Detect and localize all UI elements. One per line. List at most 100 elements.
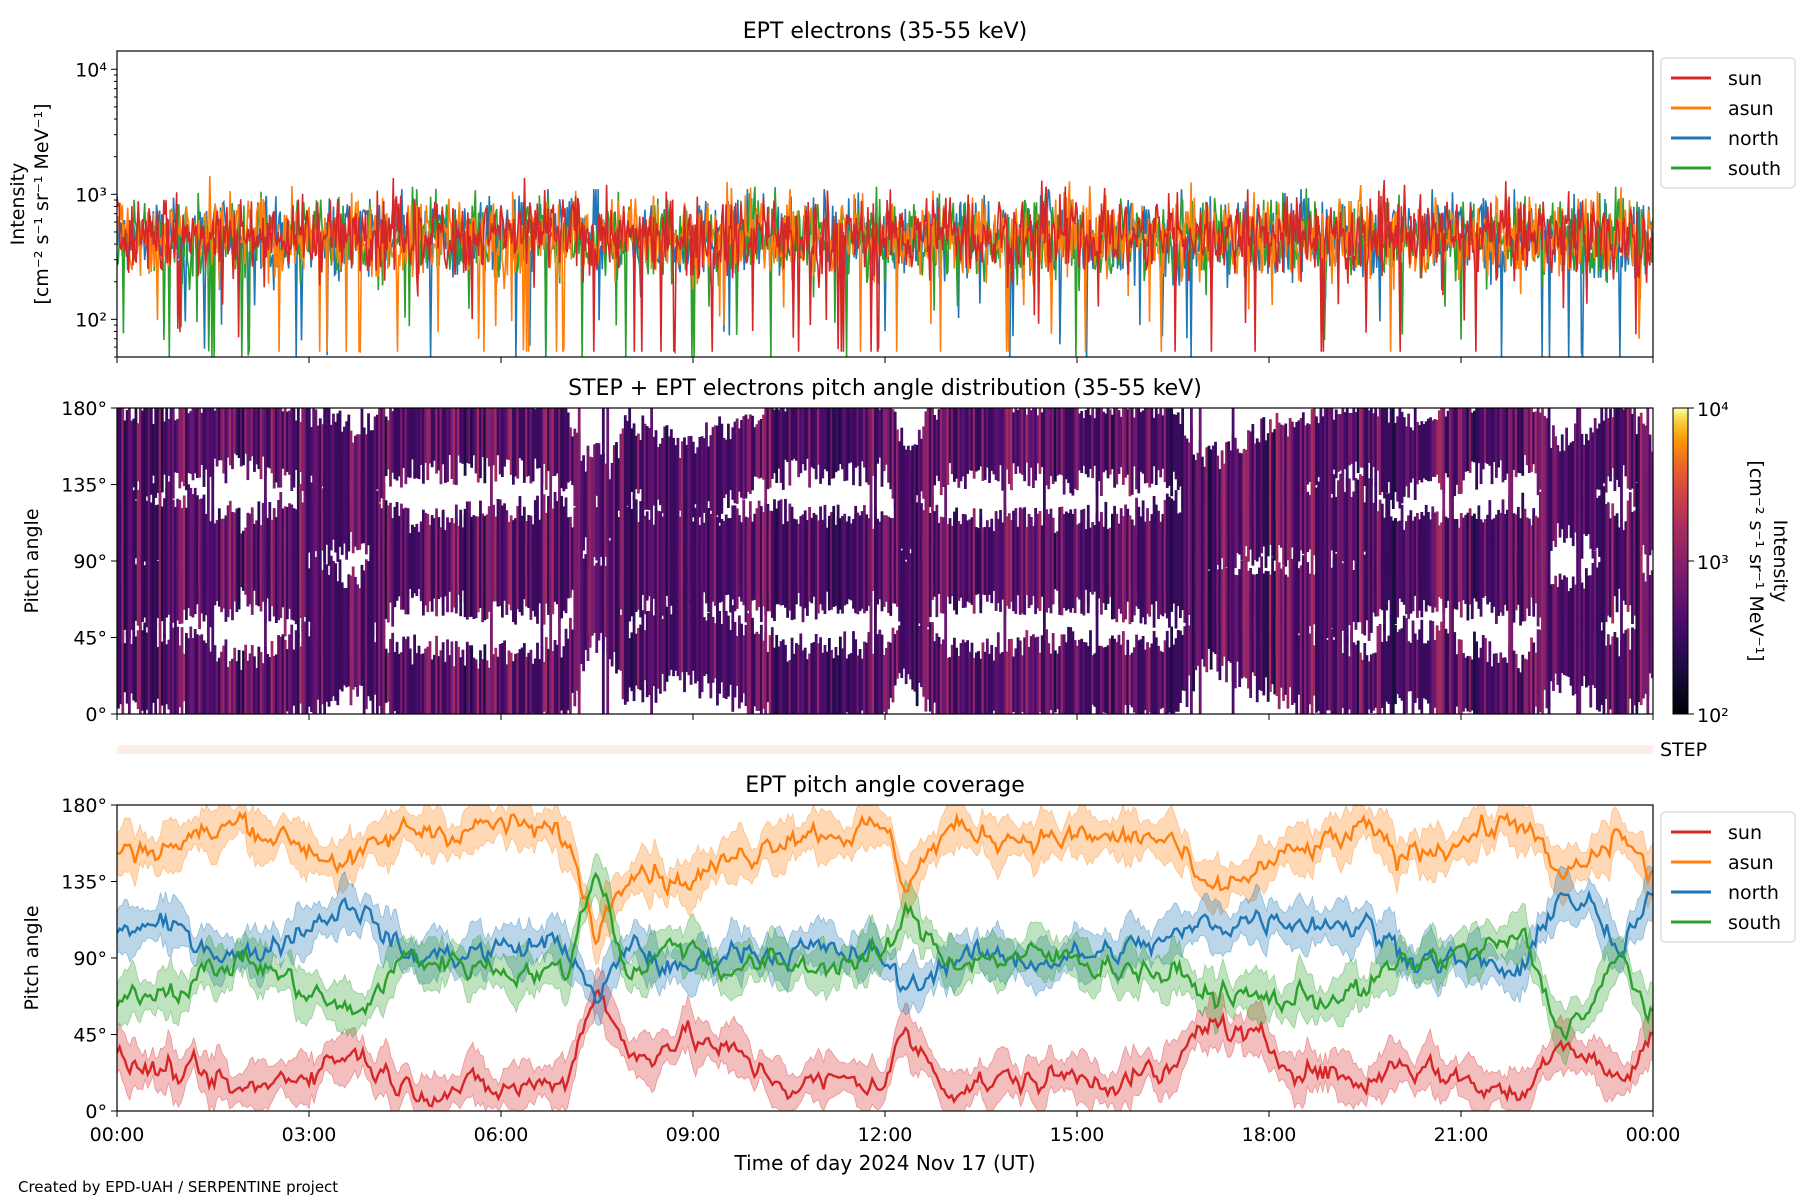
heatmap-cell bbox=[163, 498, 166, 569]
heatmap-cell bbox=[200, 498, 204, 589]
heatmap-cell bbox=[718, 416, 722, 523]
heatmap-cell bbox=[1639, 546, 1643, 650]
heatmap-cell bbox=[1222, 472, 1226, 577]
heatmap-cell bbox=[1045, 629, 1048, 714]
heatmap-cell bbox=[1383, 517, 1386, 567]
heatmap-cell bbox=[233, 408, 237, 454]
heatmap-cell bbox=[729, 629, 732, 685]
heatmap-cell bbox=[1310, 619, 1314, 714]
intensity-line-sun bbox=[117, 177, 1653, 355]
heatmap-cell bbox=[1407, 413, 1411, 498]
heatmap-cell bbox=[963, 642, 967, 714]
heatmap-cell bbox=[924, 612, 928, 712]
heatmap-cell bbox=[1405, 426, 1408, 487]
heatmap-cell bbox=[318, 469, 322, 572]
heatmap-cell bbox=[246, 512, 250, 607]
heatmap-cell bbox=[117, 624, 120, 709]
heatmap-cell bbox=[615, 522, 618, 621]
heatmap-cell bbox=[169, 536, 173, 640]
heatmap-cell bbox=[702, 617, 706, 676]
heatmap-cell bbox=[878, 409, 882, 458]
heatmap-cell bbox=[628, 638, 632, 688]
heatmap-cell bbox=[1492, 408, 1496, 463]
heatmap-cell bbox=[1207, 570, 1211, 621]
heatmap-cell bbox=[1075, 645, 1079, 714]
heatmap-cell bbox=[149, 502, 153, 561]
heatmap-cell bbox=[1378, 557, 1382, 609]
heatmap-cell bbox=[854, 408, 858, 468]
heatmap-cell bbox=[803, 510, 807, 598]
legend-bottom-asun-label: asun bbox=[1728, 852, 1774, 874]
heatmap-cell bbox=[1459, 639, 1463, 714]
heatmap-cell bbox=[1220, 569, 1224, 626]
heatmap-cell bbox=[1488, 641, 1492, 714]
heatmap-cell bbox=[217, 508, 221, 593]
heatmap-cell bbox=[288, 410, 291, 475]
heatmap-cell bbox=[536, 408, 539, 469]
heatmap-cell bbox=[441, 408, 445, 465]
heatmap-cell bbox=[1334, 635, 1338, 714]
heatmap-cell bbox=[887, 516, 890, 591]
heatmap-cell bbox=[911, 536, 915, 642]
heatmap-cell bbox=[443, 530, 447, 585]
heatmap-cell bbox=[1332, 474, 1336, 575]
heatmap-cell bbox=[163, 421, 166, 475]
heatmap-cell bbox=[312, 554, 316, 641]
heatmap-cell bbox=[202, 640, 206, 714]
heatmap-cell bbox=[1424, 421, 1428, 480]
heatmap-cell bbox=[1503, 514, 1507, 583]
heatmap-cell bbox=[281, 411, 285, 469]
heatmap-cell bbox=[1049, 653, 1053, 710]
heatmap-cell bbox=[586, 542, 590, 642]
heatmap-cell bbox=[428, 530, 432, 588]
heatmap-cell bbox=[1519, 528, 1522, 626]
heatmap-cell bbox=[1345, 637, 1349, 714]
heatmap-cell bbox=[1277, 607, 1281, 710]
heatmap-cell bbox=[764, 408, 768, 714]
heatmap-cell bbox=[391, 411, 395, 473]
heatmap-cell bbox=[1159, 536, 1163, 615]
heatmap-cell bbox=[1567, 445, 1571, 512]
heatmap-cell bbox=[593, 497, 596, 558]
heatmap-cell bbox=[514, 653, 517, 714]
heatmap-cell bbox=[1642, 607, 1645, 699]
heatmap-cell bbox=[1372, 413, 1375, 467]
heatmap-cell bbox=[507, 650, 511, 714]
heatmap-cell bbox=[439, 527, 443, 589]
heatmap-cell bbox=[746, 517, 750, 588]
heatmap-cell bbox=[882, 655, 886, 712]
heatmap-cell bbox=[955, 647, 959, 714]
heatmap-cell bbox=[654, 519, 658, 601]
heatmap-cell bbox=[1602, 620, 1606, 714]
heatmap-cell bbox=[1247, 570, 1250, 631]
heatmap-cell bbox=[1626, 408, 1630, 489]
heatmap-cell bbox=[1481, 635, 1485, 714]
heatmap-cell bbox=[1293, 480, 1296, 562]
coverage-ytick-label-3: 135° bbox=[61, 872, 107, 894]
heatmap-cell bbox=[1582, 480, 1586, 534]
heatmap-cell bbox=[358, 631, 362, 686]
heatmap-cell bbox=[369, 630, 373, 701]
heatmap-cell bbox=[1591, 473, 1595, 559]
heatmap-cell bbox=[1525, 408, 1529, 466]
heatmap-cell bbox=[1299, 418, 1303, 495]
heatmap-cell bbox=[1007, 639, 1011, 714]
heatmap-cell bbox=[527, 408, 531, 476]
heatmap-cell bbox=[1200, 545, 1204, 642]
heatmap-cell bbox=[119, 542, 122, 647]
heatmap-cell bbox=[463, 408, 467, 476]
heatmap-cell bbox=[404, 408, 408, 485]
heatmap-cell bbox=[909, 553, 912, 628]
heatmap-cell bbox=[1100, 645, 1103, 714]
heatmap-cell bbox=[1001, 408, 1005, 491]
heatmap-cell bbox=[1429, 620, 1432, 714]
heatmap-cell bbox=[753, 513, 757, 592]
heatmap-cell bbox=[1211, 445, 1215, 549]
heatmap-cell bbox=[1606, 418, 1610, 477]
heatmap-cell bbox=[1358, 474, 1362, 580]
heatmap-cell bbox=[527, 515, 531, 583]
heatmap-cell bbox=[1126, 508, 1130, 596]
heatmap-cell bbox=[123, 558, 127, 630]
heatmap-cell bbox=[994, 534, 998, 588]
heatmap-cell bbox=[285, 411, 289, 472]
